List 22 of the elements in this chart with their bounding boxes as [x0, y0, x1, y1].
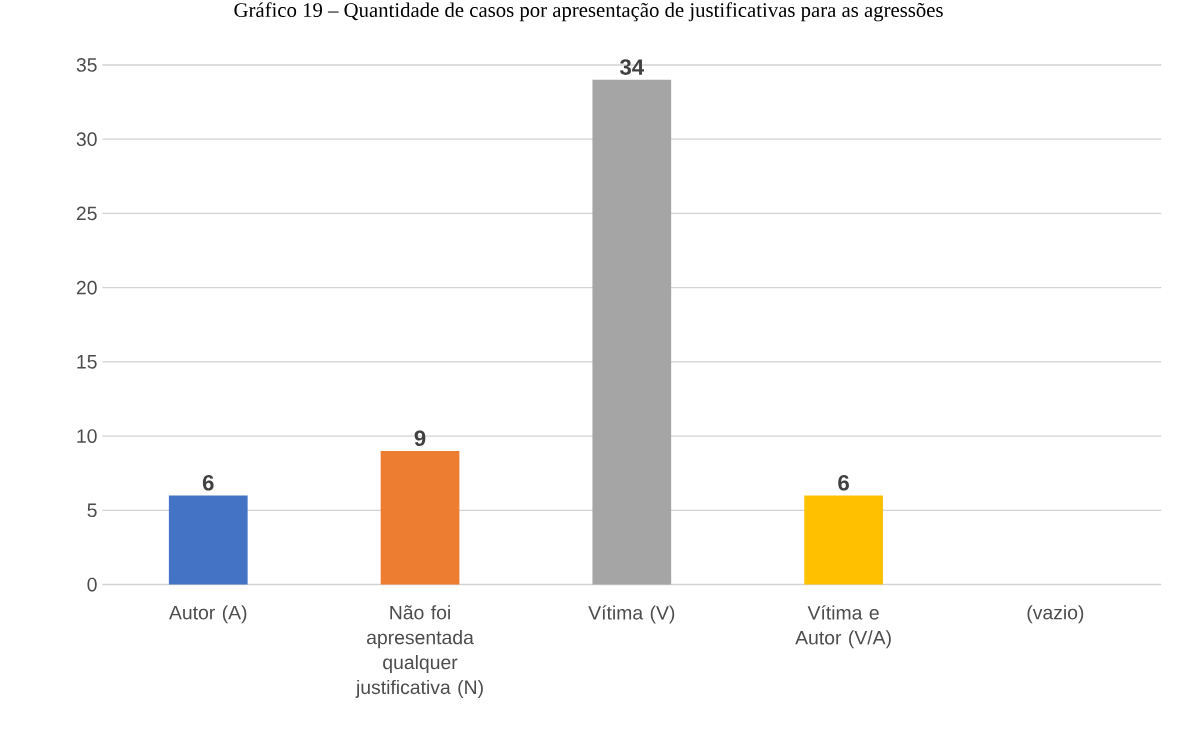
x-tick-label: Não foi apresentada qualquer justificativa (N)	[355, 605, 483, 698]
y-tick-label: 20	[76, 280, 97, 295]
bar	[592, 79, 672, 585]
y-tick-label: 35	[76, 58, 97, 72]
x-tick-label: Autor (A)	[169, 605, 247, 624]
chart-title: Gráfico 19 – Quantidade de casos por apresentação de justificativas para as agressões	[234, 2, 943, 22]
bar	[804, 495, 883, 585]
x-tick-label: (vazio)	[1027, 605, 1084, 624]
bar	[168, 495, 248, 585]
y-tick-label: 30	[76, 132, 97, 147]
x-tick-label: Vítima (V)	[588, 605, 675, 624]
y-tick-label: 10	[77, 429, 97, 443]
data-label: 9	[414, 430, 426, 447]
bar	[380, 450, 460, 585]
y-tick-label: 25	[76, 206, 97, 221]
y-tick-label: 0	[87, 577, 97, 592]
data-label: 6	[202, 474, 214, 491]
data-label: 34	[619, 59, 644, 75]
y-tick-label: 5	[87, 503, 97, 518]
y-tick-label: 15	[77, 355, 97, 369]
x-tick-label: Vítima e Autor (V/A)	[795, 605, 891, 649]
data-label: 6	[838, 474, 849, 491]
